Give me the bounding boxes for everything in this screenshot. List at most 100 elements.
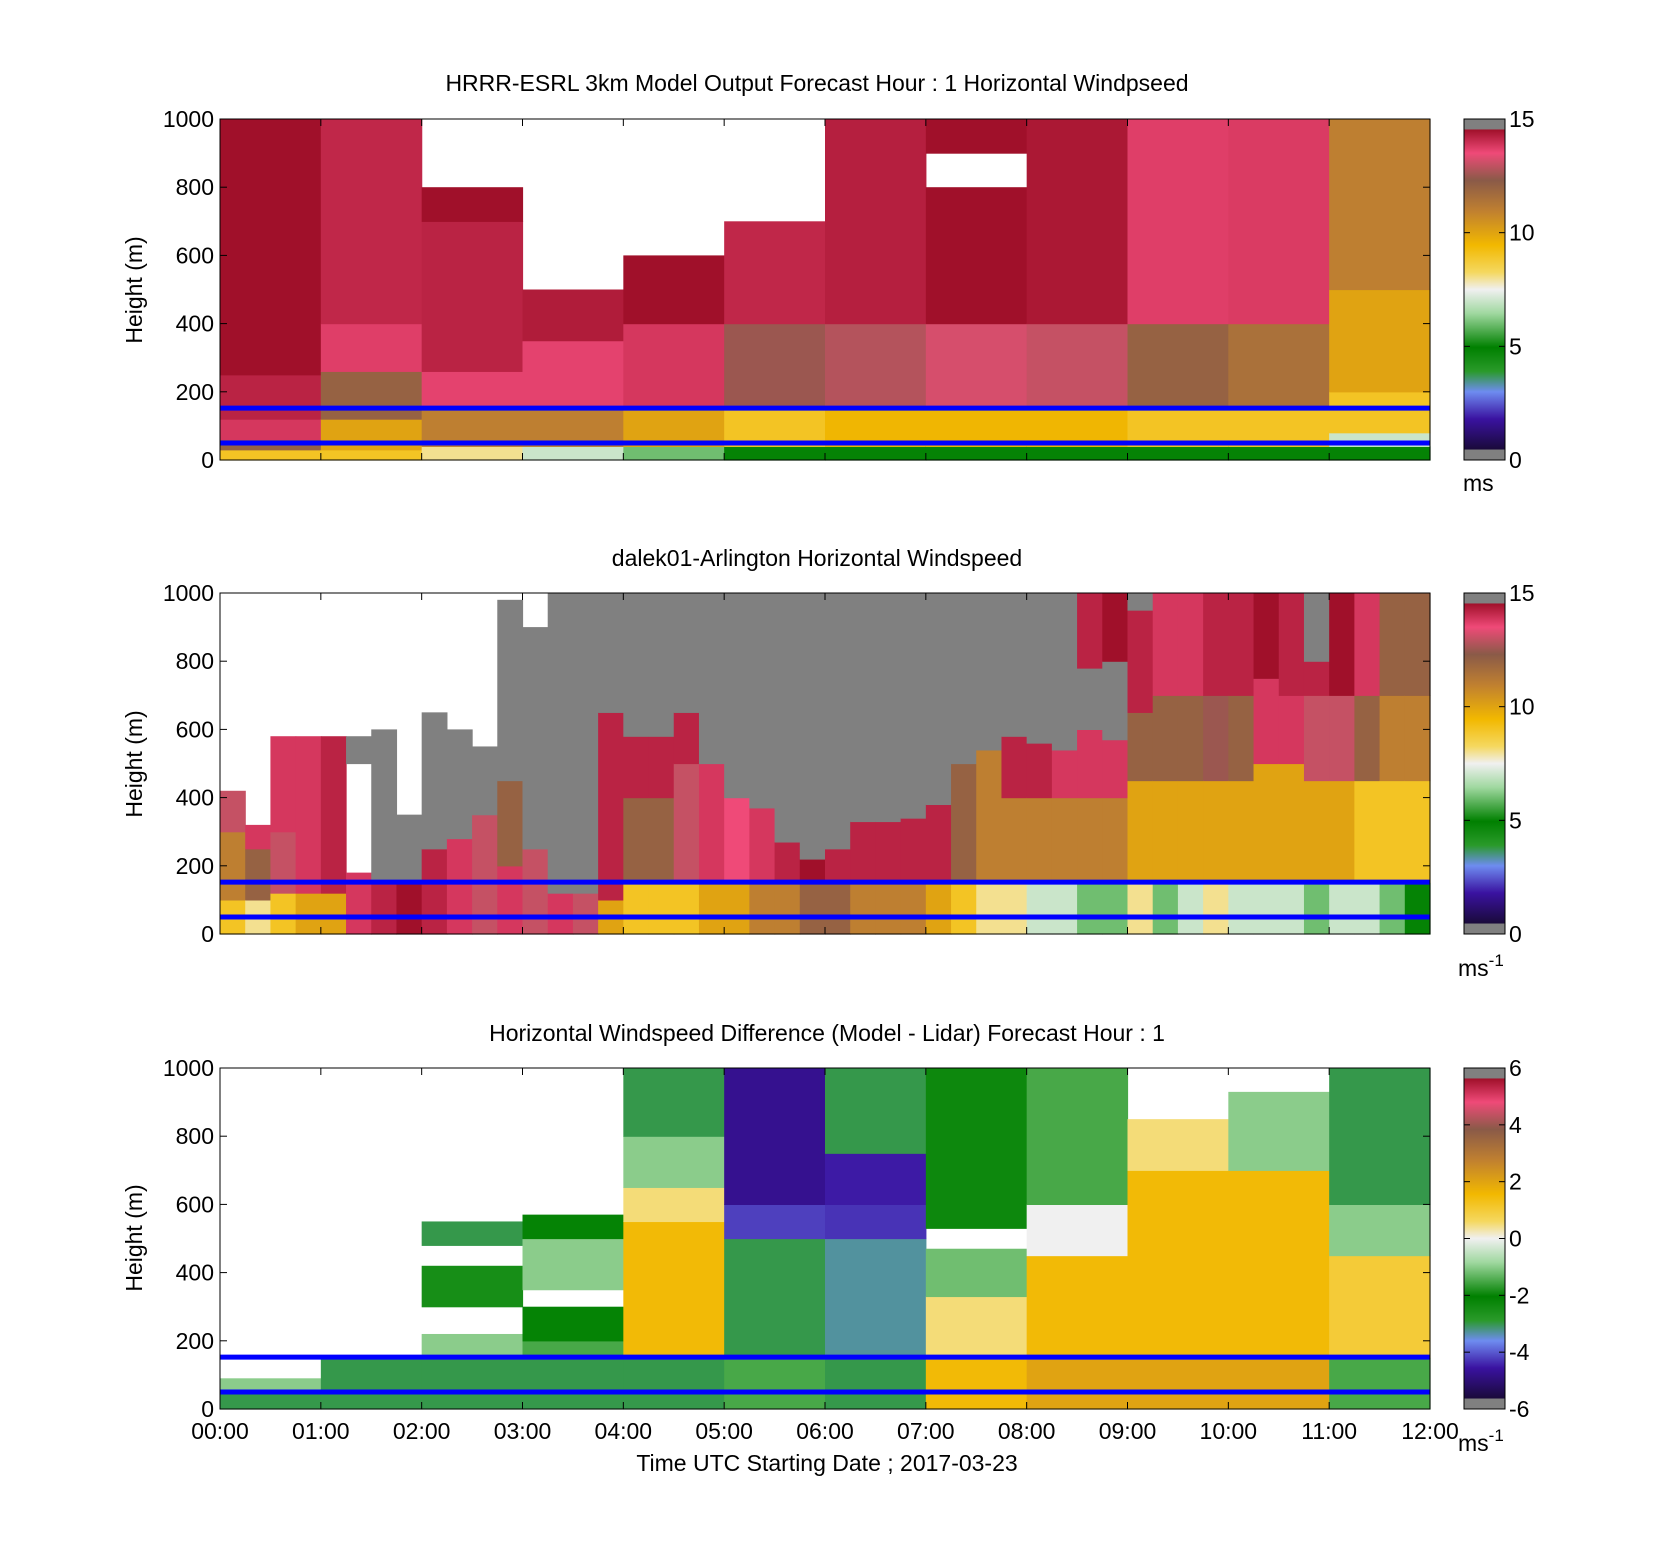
heatmap-cell (522, 340, 624, 410)
heatmap-cell (371, 729, 398, 884)
colorbar-tick-label: 5 (1509, 807, 1522, 833)
heatmap-cell (421, 712, 448, 850)
heatmap-cell (220, 374, 322, 420)
y-tick-label: 200 (176, 379, 214, 405)
heatmap-cell (774, 882, 801, 935)
heatmap-cell (724, 1204, 826, 1240)
panel-model-unit-base: ms (1463, 470, 1494, 496)
heatmap-cell (698, 763, 725, 884)
panel-difference-colorbar (1463, 1067, 1506, 1410)
heatmap-cell (1152, 593, 1179, 696)
heatmap-cell (1329, 1068, 1431, 1205)
heatmap-cell (396, 814, 423, 884)
colorbar-tick-label: 0 (1509, 1226, 1522, 1252)
heatmap-cell (1051, 882, 1078, 935)
heatmap-cell (220, 449, 322, 461)
heatmap-cell (1026, 1068, 1129, 1205)
heatmap-cell (421, 371, 524, 410)
heatmap-cell (1127, 1119, 1229, 1171)
heatmap-cell (1102, 882, 1129, 935)
y-tick-label: 200 (176, 853, 214, 879)
heatmap-cell (623, 736, 650, 799)
heatmap-cell (1379, 780, 1406, 884)
colorbar-tick-label: 4 (1509, 1112, 1522, 1138)
heatmap-cell (1278, 882, 1305, 935)
heatmap-cell (925, 187, 1028, 325)
panel-lidar-x-ticks (219, 593, 1431, 934)
y-tick-label: 1000 (163, 106, 214, 132)
panel-model-colorbar-ticks: 0 5 10 15 (1464, 106, 1535, 473)
heatmap-cell (1127, 323, 1229, 410)
heatmap-cell (497, 780, 524, 867)
heatmap-cell (320, 323, 423, 372)
x-axis-label: Time UTC Starting Date ; 2017-03-23 (636, 1450, 1017, 1476)
heatmap-cell (320, 893, 347, 935)
colorbar-tick-label: 15 (1509, 106, 1535, 132)
heatmap-cell (724, 1238, 826, 1359)
x-tick-label: 11:00 (1301, 1418, 1357, 1444)
panel-lidar-ylabel: Height (m) (121, 710, 147, 817)
heatmap-cell (850, 882, 877, 935)
heatmap-cell (623, 1068, 725, 1137)
panel-model-reference-lines (220, 405, 1430, 446)
x-tick-label: 09:00 (1099, 1418, 1157, 1444)
y-tick-label: 0 (201, 447, 214, 473)
heatmap-cell (1051, 749, 1078, 799)
heatmap-cell (724, 221, 826, 325)
heatmap-cell (1026, 1204, 1129, 1257)
heatmap-cell (1127, 119, 1229, 325)
heatmap-cell (1253, 678, 1280, 765)
heatmap-cell (1329, 391, 1431, 434)
y-tick-label: 600 (176, 242, 214, 268)
heatmap-cell (1026, 1255, 1129, 1359)
heatmap-cell (799, 882, 826, 935)
heatmap-cell (295, 736, 322, 894)
x-tick-label: 00:00 (191, 1418, 249, 1444)
heatmap-cell (825, 882, 851, 935)
heatmap-cell (522, 1340, 624, 1359)
heatmap-cell (1379, 593, 1406, 696)
heatmap-cell (1329, 1204, 1431, 1257)
heatmap-cell (925, 323, 1028, 410)
heatmap-cell (951, 763, 977, 884)
heatmap-cell (799, 593, 826, 860)
heatmap-cell (875, 882, 902, 935)
heatmap-cell (623, 323, 725, 410)
heatmap-cell (220, 419, 322, 441)
heatmap-cell (1404, 695, 1431, 782)
heatmap-cell (673, 712, 700, 765)
colorbar-tick-label: 15 (1509, 580, 1535, 606)
heatmap-cell (850, 821, 877, 884)
heatmap-cell (1228, 323, 1330, 410)
heatmap-cell (925, 882, 952, 935)
panel-lidar-unit-exp: -1 (1489, 951, 1504, 970)
heatmap-cell (1228, 695, 1255, 782)
heatmap-cell (320, 419, 423, 451)
heatmap-cell (1026, 797, 1053, 884)
heatmap-cell (1278, 763, 1305, 884)
heatmap-cell (572, 593, 599, 894)
heatmap-cell (522, 446, 624, 461)
heatmap-cell (951, 882, 977, 935)
heatmap-cell (1404, 593, 1431, 696)
panel-difference-y-ticks: 0 200 400 600 800 1000 (163, 1055, 1430, 1422)
panel-model-colorbar (1463, 118, 1506, 461)
panel-model: HRRR-ESRL 3km Model Output Forecast Hour… (121, 70, 1535, 496)
heatmap-cell (220, 790, 246, 833)
heatmap-cell (1102, 797, 1129, 884)
heatmap-cell (1026, 446, 1129, 461)
heatmap-cell (1354, 593, 1381, 696)
heatmap-cell (1177, 882, 1204, 935)
heatmap-cell (623, 1187, 725, 1223)
panel-difference-title: Horizontal Windspeed Difference (Model -… (489, 1020, 1165, 1046)
panel-lidar-colorbar (1463, 592, 1506, 935)
heatmap-cell (220, 119, 322, 376)
heatmap-cell (1026, 119, 1129, 325)
heatmap-cell (724, 446, 826, 461)
heatmap-cell (220, 1378, 322, 1393)
heatmap-cell (1278, 593, 1305, 696)
heatmap-cell (320, 449, 423, 461)
colorbar-tick-label: 6 (1509, 1055, 1522, 1081)
heatmap-cell (1077, 882, 1103, 935)
heatmap-cell (421, 446, 524, 461)
